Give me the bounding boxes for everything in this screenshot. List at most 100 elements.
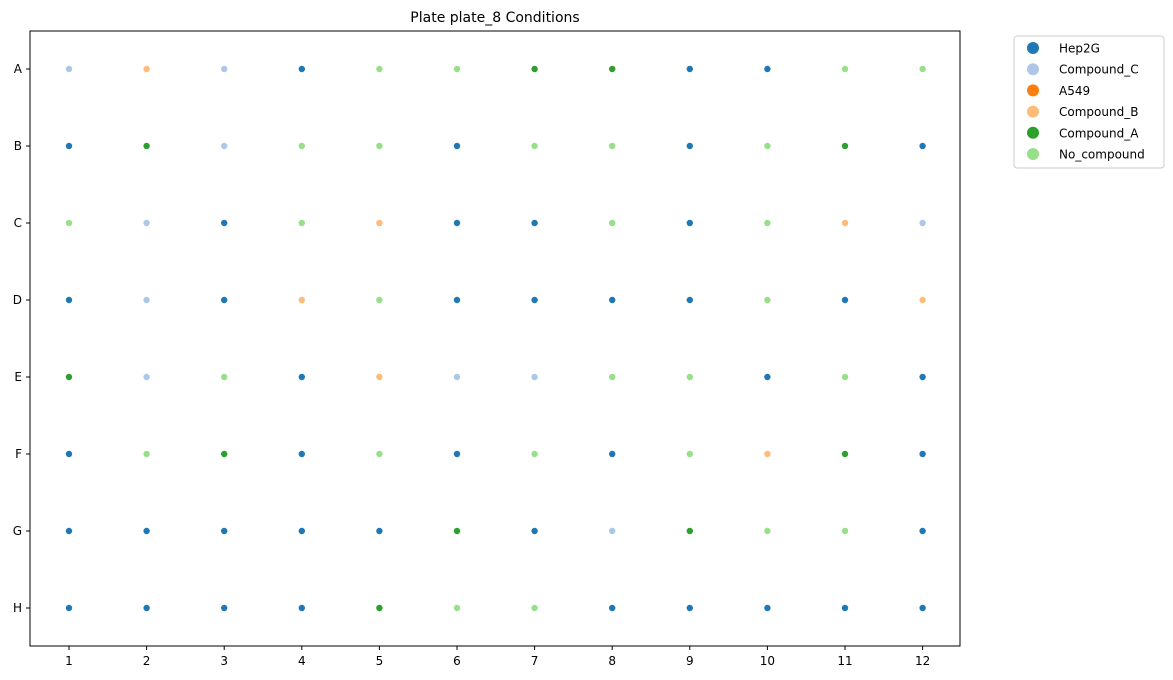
well-F2 [143, 450, 150, 458]
well-G11 [841, 527, 849, 535]
well-H5 [376, 604, 383, 612]
well-G8 [609, 527, 616, 535]
well-F10 [764, 450, 771, 458]
x-tick-label: 1 [65, 654, 73, 668]
well-F12 [919, 450, 926, 458]
well-B7 [531, 142, 538, 150]
well-A11 [841, 65, 849, 73]
x-tick-label: 3 [220, 654, 228, 668]
well-C9 [686, 219, 693, 227]
well-C4 [298, 219, 305, 227]
legend-marker [1027, 105, 1039, 118]
well-B3 [221, 142, 228, 150]
x-tick-label: 5 [376, 654, 384, 668]
well-D12 [919, 296, 926, 304]
legend: Hep2G Compound_C A549 Compound_B Compound_A N… [1013, 35, 1165, 169]
well-G2 [143, 527, 150, 535]
well-D8 [609, 296, 616, 304]
well-D1 [65, 296, 73, 304]
well-D2 [143, 296, 150, 304]
y-tick-label: H [13, 601, 22, 615]
well-A1 [65, 65, 73, 73]
well-C2 [143, 219, 150, 227]
y-tick-label: C [14, 216, 22, 230]
x-tick-label: 9 [686, 654, 694, 668]
well-B12 [919, 142, 926, 150]
well-E12 [919, 373, 926, 381]
well-C5 [376, 219, 383, 227]
well-A10 [764, 65, 771, 73]
y-tick-label: D [13, 293, 22, 307]
well-F4 [298, 450, 305, 458]
well-E1 [65, 373, 73, 381]
legend-label: No_compound [1059, 148, 1145, 162]
well-A12 [919, 65, 926, 73]
legend-marker [1027, 63, 1039, 76]
well-A6 [453, 65, 461, 73]
well-A5 [376, 65, 383, 73]
well-C3 [221, 219, 228, 227]
well-H11 [841, 604, 849, 612]
well-A9 [686, 65, 693, 73]
x-tick-label: 4 [298, 654, 306, 668]
well-F5 [376, 450, 383, 458]
well-A4 [298, 65, 305, 73]
well-F1 [65, 450, 73, 458]
legend-label: Compound_B [1059, 105, 1138, 119]
well-H10 [764, 604, 771, 612]
well-E2 [143, 373, 150, 381]
well-E6 [453, 373, 461, 381]
well-E7 [531, 373, 538, 381]
legend-marker [1027, 148, 1039, 160]
well-A2 [143, 65, 150, 73]
well-C6 [453, 219, 461, 227]
well-F6 [453, 450, 461, 458]
well-C11 [841, 219, 849, 227]
well-A8 [609, 65, 616, 73]
well-C1 [65, 219, 73, 227]
well-markers [65, 65, 926, 612]
plot-area [29, 30, 961, 647]
well-E9 [686, 373, 693, 381]
x-axis: 1 2 3 4 5 6 7 8 9 10 11 12 [65, 646, 930, 668]
well-B9 [686, 142, 693, 150]
legend-label: Compound_C [1059, 63, 1139, 77]
well-E3 [221, 373, 228, 381]
legend-marker [1027, 42, 1039, 54]
well-B2 [143, 142, 150, 150]
well-D5 [376, 296, 383, 304]
well-G3 [221, 527, 228, 535]
x-tick-label: 7 [531, 654, 539, 668]
well-D7 [531, 296, 538, 304]
well-H3 [221, 604, 228, 612]
y-tick-label: F [15, 447, 22, 461]
well-G5 [376, 527, 383, 535]
x-tick-label: 8 [608, 654, 616, 668]
well-H7 [531, 604, 538, 612]
y-tick-label: G [13, 524, 22, 538]
legend-box [1013, 35, 1165, 169]
y-tick-label: A [14, 62, 23, 76]
x-tick-label: 11 [837, 654, 852, 668]
well-B6 [453, 142, 461, 150]
legend-marker [1027, 84, 1039, 97]
y-axis: A B C D E F G H [13, 62, 30, 615]
well-E11 [841, 373, 849, 381]
well-F8 [609, 450, 616, 458]
legend-label: Compound_A [1059, 126, 1139, 140]
well-D6 [453, 296, 461, 304]
well-E4 [298, 373, 305, 381]
well-B10 [764, 142, 771, 150]
y-tick-label: B [14, 139, 22, 153]
well-C7 [531, 219, 538, 227]
legend-marker [1027, 126, 1039, 139]
well-G9 [686, 527, 693, 535]
well-G6 [453, 527, 461, 535]
well-H8 [609, 604, 616, 612]
well-F11 [841, 450, 849, 458]
well-H2 [143, 604, 150, 612]
chart-title: Plate plate_8 Conditions [410, 10, 579, 26]
well-B1 [65, 142, 73, 150]
well-F7 [531, 450, 538, 458]
legend-label: A549 [1059, 84, 1090, 98]
